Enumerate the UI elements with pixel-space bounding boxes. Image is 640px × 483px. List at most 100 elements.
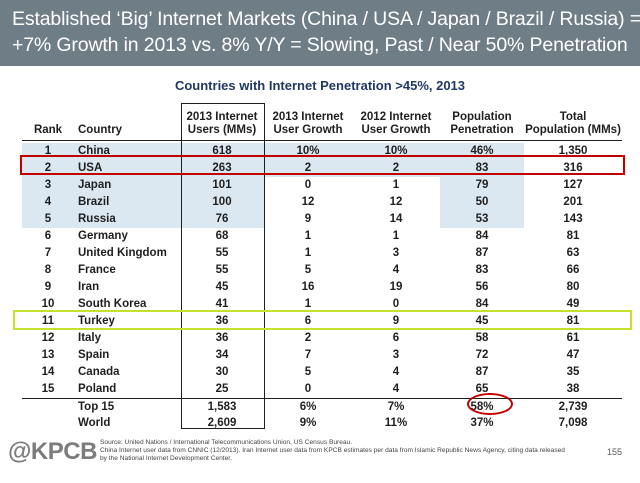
- country-cell: Russia: [74, 211, 180, 228]
- population-cell: 38: [566, 383, 580, 395]
- col-header-penetration-l2: Penetration: [450, 123, 514, 136]
- penetration-cell: 72: [475, 349, 489, 361]
- col-header-rank: Rank: [33, 123, 63, 136]
- users-cell: 55: [215, 247, 229, 259]
- table-row: 11 Turkey 36 6 9 45 81: [22, 313, 622, 330]
- penetration-cell: 45: [475, 315, 489, 327]
- table-row: 4 Brazil 100 12 12 50 201: [22, 194, 622, 211]
- population-cell: 1,350: [558, 145, 588, 157]
- col-header-penetration: Population Penetration: [440, 103, 524, 140]
- population-cell: 61: [566, 332, 580, 344]
- header-line-2: +7% Growth in 2013 vs. 8% Y/Y = Slowing,…: [12, 34, 628, 56]
- growth-2012-cell: 2: [352, 160, 440, 177]
- users-cell: 45: [215, 281, 229, 293]
- growth-2012-cell: 0: [392, 298, 400, 310]
- penetration-cell: 84: [475, 298, 489, 310]
- users-cell: 36: [215, 332, 229, 344]
- source-line-1: Source: United Nations / International T…: [100, 439, 353, 446]
- users-cell: 25: [215, 383, 229, 395]
- summary-users: 1,583: [180, 398, 264, 415]
- population-cell: 63: [566, 247, 580, 259]
- penetration-cell: 58: [475, 332, 489, 344]
- penetration-cell: 84: [475, 230, 489, 242]
- table-title: Countries with Internet Penetration >45%…: [174, 78, 466, 93]
- header-rule: [22, 139, 622, 143]
- country-cell: China: [74, 143, 180, 160]
- col-header-country: Country: [78, 123, 123, 136]
- country-cell: Canada: [78, 366, 120, 378]
- growth-2013-cell: 9: [304, 213, 312, 225]
- penetration-cell: 83: [440, 160, 524, 177]
- col-header-growth-2012: 2012 Internet User Growth: [352, 103, 440, 140]
- rank-cell: 11: [41, 315, 55, 327]
- growth-2013-cell: 6: [304, 315, 312, 327]
- rank-cell: 8: [44, 264, 52, 276]
- summary-rank-blank: [22, 398, 74, 415]
- country-cell: Poland: [78, 383, 117, 395]
- col-header-population-l1: Total: [559, 110, 587, 123]
- rank-cell: 7: [44, 247, 52, 259]
- table-row: 2 USA 263 2 2 83 316: [22, 160, 622, 177]
- growth-2013-cell: 1: [304, 230, 312, 242]
- col-header-users: 2013 Internet Users (MMs): [180, 103, 264, 140]
- country-cell: Japan: [74, 177, 180, 194]
- source-note: Source: United Nations / International T…: [100, 439, 590, 463]
- growth-2013-cell: 2: [264, 160, 352, 177]
- users-cell: 55: [215, 264, 229, 276]
- growth-2013-cell: 5: [304, 264, 312, 276]
- country-cell: USA: [74, 160, 180, 177]
- rank-cell: 14: [41, 366, 55, 378]
- country-cell: Iran: [78, 281, 100, 293]
- growth-2012-cell: 3: [392, 247, 400, 259]
- population-cell: 127: [563, 179, 583, 191]
- summary-rank-blank: [22, 415, 74, 431]
- growth-2012-cell: 3: [392, 349, 400, 361]
- rank-cell: 2: [22, 160, 74, 177]
- users-cell: 36: [215, 315, 229, 327]
- growth-2013-cell: 0: [304, 179, 312, 191]
- rank-cell: 12: [41, 332, 55, 344]
- table-row: 5 Russia 76 9 14 53 143: [22, 211, 622, 228]
- users-cell: 30: [215, 366, 229, 378]
- col-header-growth-2013-l2: User Growth: [273, 123, 343, 136]
- penetration-cell: 56: [475, 281, 489, 293]
- growth-2012-cell: 12: [389, 196, 403, 208]
- country-cell: Brazil: [74, 194, 180, 211]
- summary-population: 2,739: [524, 398, 622, 415]
- summary-growth-2013: 9%: [299, 417, 317, 429]
- population-cell: 47: [566, 349, 580, 361]
- growth-2012-cell: 1: [392, 179, 400, 191]
- country-cell: Italy: [78, 332, 102, 344]
- penetration-cell: 87: [475, 366, 489, 378]
- users-cell: 41: [215, 298, 229, 310]
- growth-2012-cell: 14: [389, 213, 403, 225]
- penetration-cell: 87: [475, 247, 489, 259]
- col-header-users-l2: Users (MMs): [187, 123, 257, 136]
- users-cell: 618: [180, 143, 264, 160]
- table-row: 1 China 618 10% 10% 46% 1,350: [22, 143, 622, 160]
- summary-label: World: [78, 417, 111, 429]
- growth-2012-cell: 19: [389, 281, 403, 293]
- table-row: 14 Canada 30 5 4 87 35: [22, 364, 622, 381]
- internet-penetration-table: Rank Country 2013 Internet Users (MMs) 20…: [22, 103, 622, 431]
- col-header-growth-2013-l1: 2013 Internet: [272, 110, 344, 123]
- table-row: 6 Germany 68 1 1 84 81: [22, 228, 622, 245]
- rank-cell: 10: [41, 298, 55, 310]
- population-cell: 35: [566, 366, 580, 378]
- growth-2012-cell: 4: [392, 383, 400, 395]
- table-row: 3 Japan 101 0 1 79 127: [22, 177, 622, 194]
- rank-cell: 1: [22, 143, 74, 160]
- penetration-cell: 79: [440, 177, 524, 194]
- rank-cell: 5: [22, 211, 74, 228]
- population-cell: 66: [566, 264, 580, 276]
- population-cell: 81: [566, 230, 580, 242]
- population-cell: 201: [563, 196, 583, 208]
- population-cell: 143: [563, 213, 583, 225]
- col-header-growth-2012-l2: User Growth: [361, 123, 431, 136]
- summary-growth-2012: 7%: [352, 398, 440, 415]
- col-header-penetration-l1: Population: [452, 110, 512, 123]
- rank-cell: 6: [44, 230, 52, 242]
- table-row: 10 South Korea 41 1 0 84 49: [22, 296, 622, 313]
- country-cell: United Kingdom: [78, 247, 167, 259]
- users-cell: 101: [180, 177, 264, 194]
